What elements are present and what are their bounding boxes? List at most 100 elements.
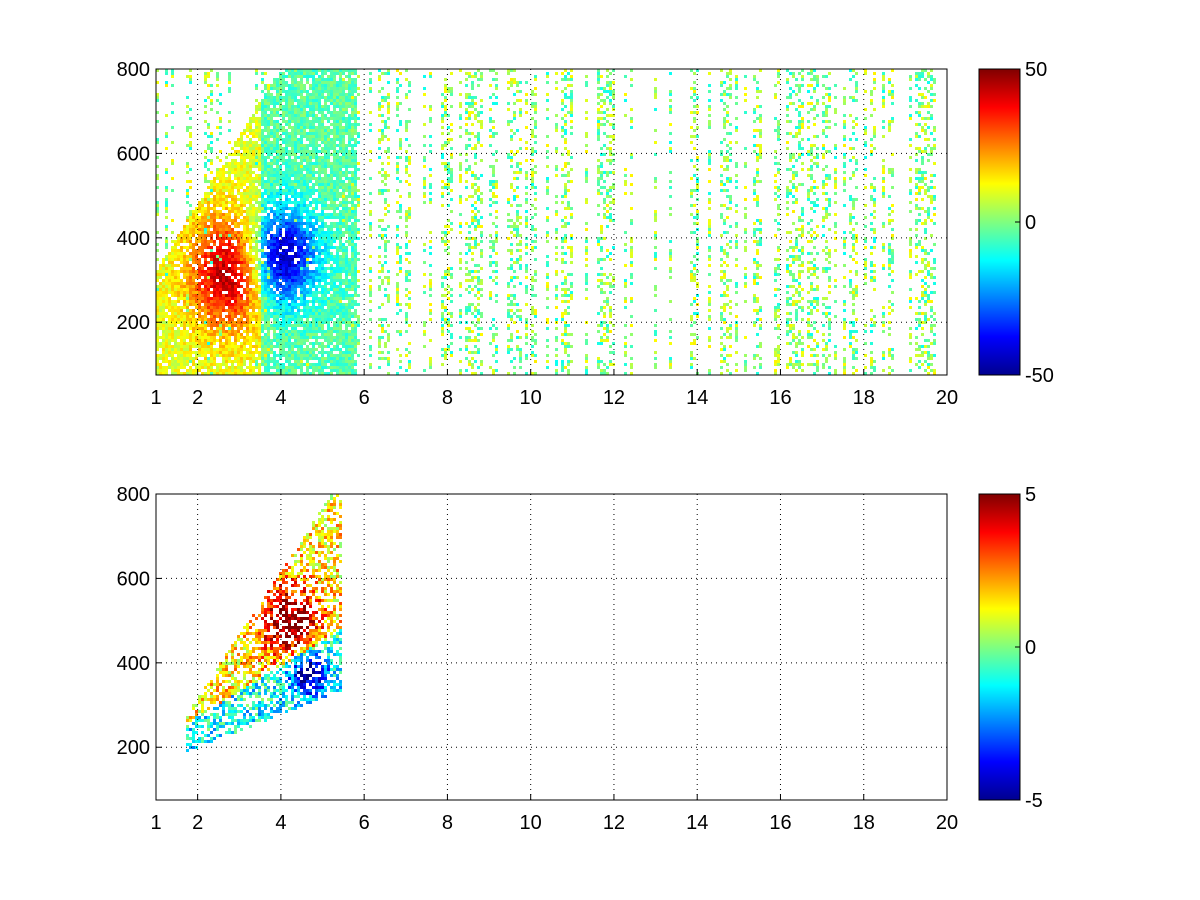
heatmap-cell — [348, 213, 351, 216]
heatmap-cell — [264, 180, 267, 183]
heatmap-cell — [228, 186, 231, 189]
heatmap-cell — [336, 135, 339, 138]
heatmap-cell — [228, 210, 231, 213]
heatmap-cell — [288, 276, 291, 279]
heatmap-cell — [228, 87, 231, 90]
heatmap-cell — [168, 333, 171, 336]
heatmap-cell — [225, 216, 228, 219]
heatmap-cell — [183, 372, 186, 375]
heatmap-cell — [327, 81, 330, 84]
heatmap-cell — [321, 294, 324, 297]
heatmap-cell — [261, 360, 264, 363]
heatmap-cell — [327, 237, 330, 240]
heatmap-cell — [330, 372, 333, 375]
heatmap-cell — [342, 360, 345, 363]
heatmap-cell — [321, 327, 324, 330]
heatmap-cell — [351, 324, 354, 327]
heatmap-cell — [330, 303, 333, 306]
heatmap-cell — [291, 159, 294, 162]
heatmap-cell — [273, 213, 276, 216]
heatmap-cell — [279, 225, 282, 228]
heatmap-cell — [315, 189, 318, 192]
heatmap-cell — [210, 207, 213, 210]
heatmap-cell — [273, 120, 276, 123]
heatmap-cell — [225, 237, 228, 240]
heatmap-cell — [318, 192, 321, 195]
heatmap-cell — [354, 276, 357, 279]
heatmap-cell — [312, 234, 315, 237]
heatmap-cell — [189, 222, 192, 225]
heatmap-cell — [336, 327, 339, 330]
heatmap-cell — [192, 351, 195, 354]
heatmap-cell — [234, 348, 237, 351]
heatmap-cell — [270, 225, 273, 228]
heatmap-cell — [291, 168, 294, 171]
heatmap-cell — [264, 270, 267, 273]
heatmap-cell — [327, 180, 330, 183]
heatmap-cell — [243, 369, 246, 372]
heatmap-cell — [318, 246, 321, 249]
heatmap-cell — [342, 270, 345, 273]
heatmap-cell — [237, 222, 240, 225]
heatmap-cell — [291, 330, 294, 333]
heatmap-cell — [264, 324, 267, 327]
heatmap-cell — [189, 252, 192, 255]
heatmap-cell — [300, 165, 303, 168]
heatmap-cell — [324, 252, 327, 255]
heatmap-cell — [345, 195, 348, 198]
heatmap-cell — [276, 135, 279, 138]
heatmap-cell — [369, 228, 372, 231]
heatmap-cell — [306, 81, 309, 84]
heatmap-cell — [243, 141, 246, 144]
heatmap-cell — [210, 303, 213, 306]
heatmap-cell — [300, 174, 303, 177]
heatmap-cell — [186, 240, 189, 243]
heatmap-cell — [270, 249, 273, 252]
heatmap-cell — [240, 327, 243, 330]
heatmap-cell — [174, 249, 177, 252]
heatmap-cell — [258, 216, 261, 219]
heatmap-cell — [342, 189, 345, 192]
heatmap-cell — [297, 147, 300, 150]
heatmap-cell — [264, 357, 267, 360]
heatmap-cell — [270, 207, 273, 210]
heatmap-cell — [216, 186, 219, 189]
heatmap-cell — [276, 195, 279, 198]
heatmap-cell — [339, 342, 342, 345]
heatmap-cell — [204, 156, 207, 159]
heatmap-cell — [270, 123, 273, 126]
heatmap-cell — [243, 288, 246, 291]
heatmap-cell — [192, 216, 195, 219]
heatmap-cell — [309, 324, 312, 327]
heatmap-cell — [162, 300, 165, 303]
heatmap-cell — [252, 303, 255, 306]
heatmap-cell — [195, 357, 198, 360]
heatmap-cell — [192, 279, 195, 282]
heatmap-cell — [162, 345, 165, 348]
heatmap-cell — [246, 270, 249, 273]
heatmap-cell — [303, 255, 306, 258]
heatmap-cell — [204, 345, 207, 348]
heatmap-cell — [252, 249, 255, 252]
heatmap-cell — [303, 156, 306, 159]
heatmap-cell — [204, 294, 207, 297]
heatmap-cell — [303, 264, 306, 267]
heatmap-cell — [354, 309, 357, 312]
heatmap-cell — [252, 267, 255, 270]
heatmap-cell — [354, 81, 357, 84]
heatmap-cell — [237, 204, 240, 207]
heatmap-cell — [282, 213, 285, 216]
heatmap-cell — [315, 249, 318, 252]
heatmap-cell — [348, 342, 351, 345]
heatmap-cell — [342, 351, 345, 354]
heatmap-cell — [339, 114, 342, 117]
heatmap-cell — [336, 216, 339, 219]
heatmap-cell — [354, 273, 357, 276]
heatmap-cell — [204, 207, 207, 210]
heatmap-cell — [216, 204, 219, 207]
heatmap-cell — [321, 135, 324, 138]
heatmap-cell — [231, 222, 234, 225]
heatmap-cell — [324, 144, 327, 147]
heatmap-cell — [312, 210, 315, 213]
heatmap-cell — [345, 162, 348, 165]
